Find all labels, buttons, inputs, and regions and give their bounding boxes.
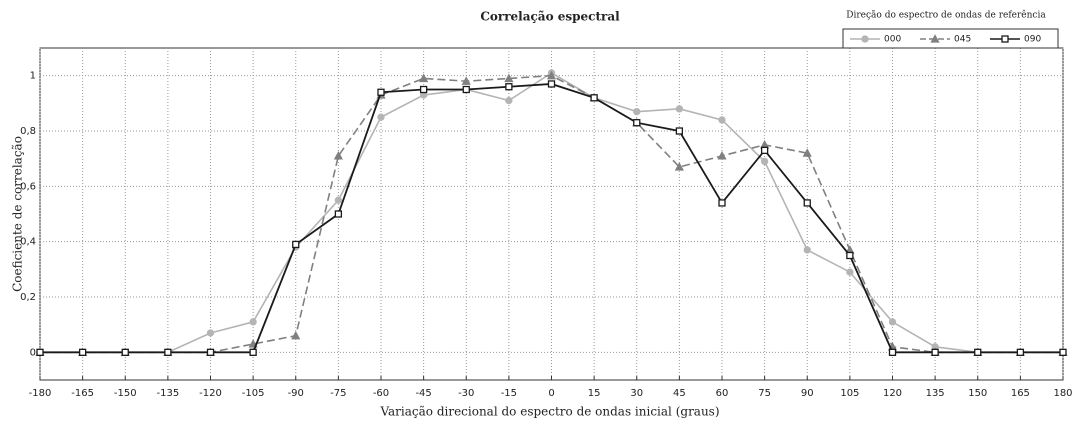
- marker: [292, 240, 300, 249]
- y-tick-label: 0: [30, 347, 36, 358]
- marker: [674, 162, 684, 171]
- x-tick-label: 15: [588, 388, 601, 399]
- marker: [505, 83, 513, 91]
- marker: [419, 73, 429, 83]
- marker: [377, 113, 385, 121]
- marker: [249, 348, 257, 356]
- marker: [861, 35, 869, 43]
- marker: [1016, 348, 1025, 356]
- x-tick-label: 165: [1011, 388, 1030, 399]
- marker: [717, 151, 727, 160]
- marker: [633, 107, 641, 116]
- x-tick-label: 105: [840, 388, 859, 399]
- marker: [36, 348, 44, 356]
- marker: [249, 318, 257, 326]
- x-tick-label: 180: [1053, 388, 1072, 399]
- marker: [546, 70, 557, 80]
- marker: [802, 148, 812, 157]
- legend-label: 045: [954, 35, 971, 45]
- y-tick-label: 1: [30, 71, 36, 82]
- marker: [248, 339, 258, 348]
- marker: [931, 348, 939, 356]
- x-tick-label: -165: [71, 388, 94, 399]
- x-tick-label: -30: [458, 388, 474, 399]
- x-tick-label: 90: [801, 388, 814, 399]
- y-tick-label: 0,6: [20, 181, 36, 192]
- marker: [760, 157, 769, 166]
- marker: [419, 85, 428, 94]
- marker: [675, 105, 684, 113]
- legend-title: Direção do espectro de ondas de referênc…: [846, 10, 1046, 21]
- marker: [206, 329, 215, 337]
- marker: [505, 96, 513, 105]
- x-tick-label: -180: [29, 388, 52, 399]
- x-tick-label: 75: [758, 388, 771, 399]
- x-tick-label: 45: [673, 388, 686, 399]
- marker: [633, 119, 641, 127]
- x-tick-label: -90: [288, 388, 304, 399]
- marker: [462, 85, 470, 94]
- marker: [803, 246, 811, 254]
- y-tick-label: 0,8: [20, 126, 36, 137]
- marker: [121, 348, 129, 356]
- legend-box: [842, 28, 1059, 49]
- x-tick-label: -75: [330, 388, 346, 399]
- x-axis-label: Variação direcional do espectro de ondas…: [379, 405, 719, 419]
- marker: [1059, 348, 1067, 356]
- legend-label: 090: [1024, 35, 1041, 45]
- marker: [334, 210, 343, 218]
- marker: [846, 268, 854, 276]
- x-tick-label: 150: [968, 388, 987, 399]
- marker: [718, 116, 726, 124]
- marker: [1001, 35, 1009, 43]
- x-tick-label: -60: [373, 388, 389, 399]
- marker: [206, 348, 215, 356]
- marker: [291, 330, 301, 340]
- marker: [547, 80, 556, 88]
- x-tick-label: -45: [415, 388, 431, 399]
- legend-label: 000: [884, 35, 901, 45]
- y-tick-label: 0,2: [20, 292, 36, 303]
- marker: [846, 251, 854, 260]
- x-tick-label: -15: [501, 388, 517, 399]
- marker: [888, 348, 897, 356]
- marker: [461, 76, 471, 85]
- marker: [930, 34, 940, 43]
- marker: [333, 151, 343, 160]
- marker: [590, 94, 598, 102]
- legend: 000 045 090: [842, 28, 1059, 49]
- x-tick-label: -150: [114, 388, 137, 399]
- marker: [888, 318, 897, 326]
- marker: [760, 146, 769, 155]
- marker: [974, 348, 982, 356]
- y-tick-label: 0,4: [20, 237, 36, 248]
- marker: [377, 88, 385, 96]
- marker: [718, 199, 726, 207]
- marker: [78, 348, 87, 356]
- marker: [675, 127, 684, 135]
- x-tick-label: 120: [883, 388, 902, 399]
- x-tick-label: 0: [548, 388, 554, 399]
- marker: [504, 73, 514, 83]
- marker: [803, 199, 811, 207]
- chart-title: Correlação espectral: [480, 10, 620, 24]
- x-tick-label: -135: [157, 388, 180, 399]
- marker: [334, 196, 343, 204]
- marker: [164, 348, 172, 356]
- x-tick-label: 135: [926, 388, 945, 399]
- x-tick-label: 60: [716, 388, 729, 399]
- x-tick-label: 30: [630, 388, 643, 399]
- x-tick-label: -120: [199, 388, 222, 399]
- y-axis-label: Coeficiente de correlação: [11, 136, 25, 292]
- x-tick-label: -105: [242, 388, 265, 399]
